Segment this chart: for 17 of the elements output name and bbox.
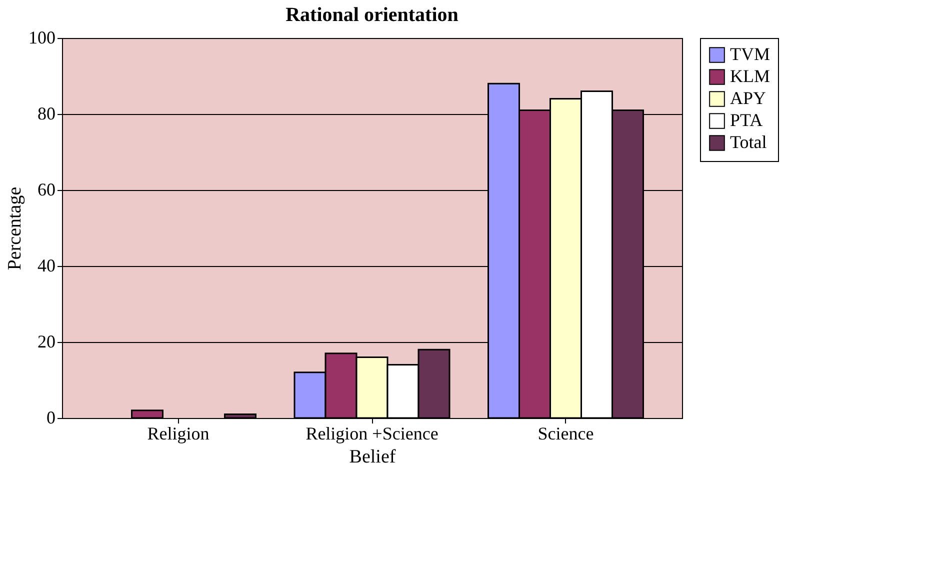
legend-label: PTA xyxy=(730,110,763,130)
legend-label: KLM xyxy=(730,66,770,86)
y-tick-label: 20 xyxy=(38,332,56,352)
x-axis-title: Belief xyxy=(349,446,396,468)
chart-title: Rational orientation xyxy=(286,4,458,26)
y-tick-label: 40 xyxy=(38,256,56,276)
y-tick-label: 100 xyxy=(28,28,56,48)
y-tick-label: 80 xyxy=(38,104,56,124)
x-tick-label: Science xyxy=(538,424,594,444)
legend-label: Total xyxy=(730,132,767,152)
y-axis-title: Percentage xyxy=(4,186,26,270)
x-tick-label: Religion xyxy=(147,424,210,444)
y-tick-label: 0 xyxy=(46,408,56,428)
x-tick-label: Religion +Science xyxy=(306,424,438,444)
y-tick-label: 60 xyxy=(38,180,56,200)
legend-label: TVM xyxy=(730,44,770,64)
legend-label: APY xyxy=(730,88,766,108)
